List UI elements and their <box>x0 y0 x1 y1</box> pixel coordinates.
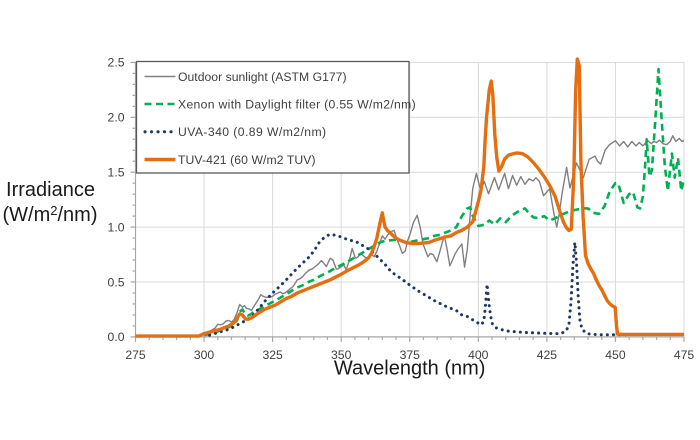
svg-text:400: 400 <box>468 348 489 362</box>
svg-text:0.0: 0.0 <box>108 330 125 344</box>
svg-text:2.5: 2.5 <box>108 56 125 70</box>
svg-text:425: 425 <box>537 348 558 362</box>
svg-text:475: 475 <box>674 348 695 362</box>
svg-text:UVA-340 (0.89 W/m2/nm): UVA-340 (0.89 W/m2/nm) <box>178 125 327 139</box>
svg-text:375: 375 <box>400 348 421 362</box>
svg-text:275: 275 <box>125 348 146 362</box>
svg-text:Outdoor sunlight (ASTM G177): Outdoor sunlight (ASTM G177) <box>178 70 347 84</box>
svg-text:325: 325 <box>262 348 283 362</box>
svg-text:1.5: 1.5 <box>108 166 125 180</box>
svg-text:2.0: 2.0 <box>108 111 125 125</box>
svg-text:1.0: 1.0 <box>108 220 125 234</box>
svg-text:(W/m2/nm): (W/m2/nm) <box>3 203 98 226</box>
svg-text:Xenon with Daylight filter (0.: Xenon with Daylight filter (0.55 W/m2/nm… <box>178 97 416 111</box>
svg-text:Wavelength (nm): Wavelength (nm) <box>334 358 486 380</box>
svg-text:Irradiance: Irradiance <box>6 179 95 201</box>
svg-text:350: 350 <box>331 348 352 362</box>
svg-text:300: 300 <box>194 348 215 362</box>
svg-text:450: 450 <box>605 348 626 362</box>
svg-text:TUV-421 (60 W/m2 TUV): TUV-421 (60 W/m2 TUV) <box>178 153 316 167</box>
svg-text:0.5: 0.5 <box>108 275 125 289</box>
